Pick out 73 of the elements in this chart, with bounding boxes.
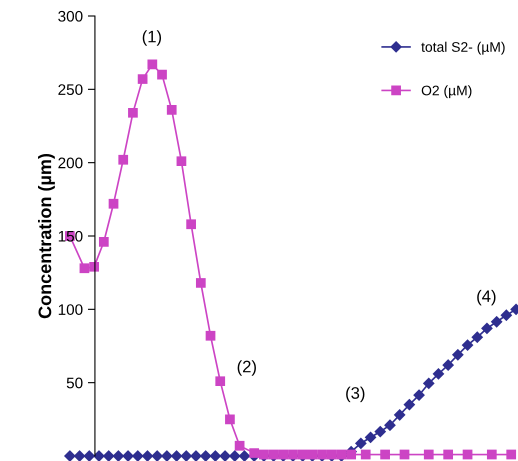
point (118, 154, 128, 165)
annotation: (1) (142, 30, 162, 46)
annotation: (3) (346, 386, 364, 402)
point (462, 450, 472, 460)
point (481, 322, 493, 334)
point (500, 310, 512, 321)
point (74, 450, 86, 461)
point (249, 448, 260, 458)
legend-label: total S2- (µM) (421, 42, 505, 55)
point (215, 376, 226, 386)
point (491, 316, 502, 328)
point (128, 108, 138, 118)
y-tick-label: 250 (58, 84, 83, 96)
point (394, 409, 406, 421)
point (380, 450, 390, 460)
point (80, 263, 90, 274)
point (157, 70, 167, 80)
point (364, 432, 376, 443)
point (200, 450, 212, 461)
point (142, 450, 154, 461)
point (229, 450, 240, 461)
point (442, 359, 454, 371)
point (400, 450, 410, 460)
point (238, 450, 250, 461)
point (93, 450, 105, 461)
point (506, 450, 516, 460)
point (147, 60, 158, 70)
point (98, 237, 109, 247)
point (413, 390, 425, 401)
point (206, 330, 216, 341)
point (472, 332, 483, 343)
point (122, 450, 134, 461)
point (210, 450, 221, 461)
point (462, 340, 474, 351)
point (103, 450, 114, 461)
point (138, 74, 148, 84)
y-tick-label: 50 (66, 378, 83, 388)
point (404, 399, 415, 410)
point (452, 349, 464, 360)
point (161, 450, 172, 461)
point (432, 368, 444, 380)
point (443, 450, 454, 460)
point (84, 450, 95, 461)
point (166, 105, 177, 115)
point (355, 438, 366, 449)
point (176, 156, 186, 166)
point (346, 450, 356, 460)
legend-label: O2 (µM) (422, 85, 472, 98)
y-tick-label: 300 (58, 10, 83, 22)
point (423, 378, 434, 390)
point (234, 440, 244, 451)
point (219, 450, 231, 461)
point (132, 450, 144, 461)
point (190, 450, 202, 461)
point (152, 450, 163, 461)
point (108, 198, 118, 209)
y-tick-label: 200 (58, 158, 83, 168)
point (112, 450, 124, 461)
point (170, 450, 182, 461)
point (186, 219, 196, 230)
point (180, 450, 192, 461)
point (196, 278, 206, 288)
point (384, 420, 396, 431)
annotation: (2) (238, 360, 256, 376)
point (424, 450, 434, 460)
y-tick-label: 100 (58, 304, 83, 316)
point (360, 450, 371, 460)
annotation: (4) (477, 290, 496, 306)
y-axis-title: Concentration (µm) (38, 154, 55, 318)
point (225, 414, 235, 424)
point (486, 450, 497, 460)
point (64, 450, 76, 461)
point (374, 426, 386, 438)
